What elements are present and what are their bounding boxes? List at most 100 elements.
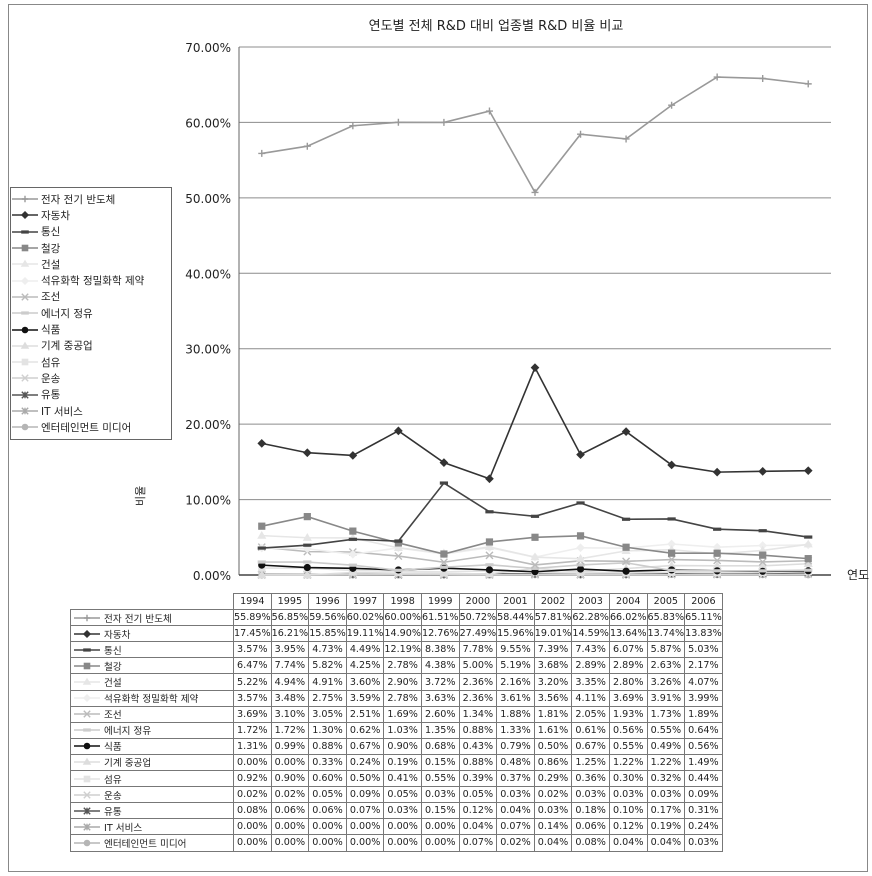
legend-label: 유통 bbox=[41, 389, 61, 402]
row-label: 기계 중공업 bbox=[70, 753, 234, 772]
table-cell: 3.72% bbox=[420, 673, 460, 691]
data-point bbox=[668, 549, 676, 557]
data-point bbox=[622, 543, 630, 551]
table-cell: 12.76% bbox=[420, 625, 460, 643]
data-point bbox=[349, 122, 357, 130]
table-cell: 60.02% bbox=[345, 609, 385, 627]
data-point bbox=[257, 530, 267, 539]
table-cell: 0.02% bbox=[496, 834, 535, 852]
table-cell: 1.88% bbox=[496, 705, 535, 723]
table-cell: 0.36% bbox=[571, 770, 610, 788]
table-cell: 65.11% bbox=[684, 609, 723, 627]
legend-label: 자동차 bbox=[41, 209, 70, 222]
table-cell: 0.50% bbox=[345, 770, 385, 788]
legend-label: 통신 bbox=[41, 226, 61, 239]
table-cell: 0.03% bbox=[496, 786, 535, 804]
legend-swatch bbox=[12, 230, 38, 234]
data-point bbox=[576, 501, 585, 505]
chart-title: 연도별 전체 R&D 대비 업종별 R&D 비율 비교 bbox=[369, 19, 624, 34]
legend-swatch bbox=[74, 648, 100, 652]
table-cell: 14.59% bbox=[571, 625, 610, 643]
table-cell: 0.56% bbox=[608, 721, 648, 739]
data-point bbox=[394, 539, 403, 543]
table-cell: 0.49% bbox=[646, 737, 686, 755]
row-label: 섬유 bbox=[70, 770, 234, 788]
table-cell: 0.00% bbox=[270, 818, 310, 836]
table-cell: 7.74% bbox=[270, 657, 310, 675]
data-point bbox=[713, 527, 722, 531]
table-cell: 0.07% bbox=[458, 834, 498, 852]
data-point bbox=[348, 563, 357, 567]
row-label: 석유화학 정밀화학 제약 bbox=[70, 689, 234, 707]
data-point bbox=[575, 554, 586, 562]
table-cell: 1.49% bbox=[684, 753, 723, 772]
data-point bbox=[302, 533, 312, 541]
data-point bbox=[803, 539, 813, 548]
table-cell: 2.90% bbox=[383, 673, 422, 691]
table-row: 조선 3.69% 3.10% 3.05% 2.51% 1.69% 2.60% 1.34% 1.8… bbox=[70, 705, 723, 723]
table-row: 건설 5.22% 4.94% 4.91% 3.60% 2.90% 3.72% 2.36% 2.1… bbox=[70, 673, 723, 691]
table-cell: 2.80% bbox=[608, 673, 648, 691]
table-cell: 3.56% bbox=[533, 689, 573, 707]
legend-swatch bbox=[74, 743, 100, 750]
row-series-name: 섬유 bbox=[104, 774, 122, 786]
table-cell: 1.61% bbox=[533, 721, 573, 739]
data-point bbox=[530, 363, 540, 372]
y-tick-label: 20.00% bbox=[185, 418, 231, 432]
legend-swatch bbox=[12, 244, 38, 252]
table-cell: 0.00% bbox=[270, 834, 310, 852]
legend-label: 조선 bbox=[41, 291, 61, 304]
x-tick-label: 2006 bbox=[684, 592, 723, 611]
table-row: 전자 전기 반도체 55.89% 56.85% 59.56% 60.02% 60.00% 6… bbox=[70, 609, 723, 627]
table-cell: 0.31% bbox=[684, 802, 723, 820]
data-point bbox=[484, 542, 495, 551]
data-point bbox=[440, 118, 448, 126]
legend-label: 섬유 bbox=[41, 356, 61, 369]
table-cell: 5.00% bbox=[458, 657, 498, 675]
row-series-name: 전자 전기 반도체 bbox=[104, 613, 172, 625]
legend-item: 에너지 정유 bbox=[11, 305, 171, 321]
table-cell: 0.90% bbox=[270, 770, 310, 788]
table-cell: 3.60% bbox=[345, 673, 385, 691]
legend-swatch bbox=[74, 629, 100, 638]
table-cell: 13.64% bbox=[608, 625, 648, 643]
data-point bbox=[667, 517, 676, 521]
table-cell: 2.05% bbox=[571, 705, 610, 723]
table-cell: 0.00% bbox=[345, 834, 385, 852]
table-cell: 0.15% bbox=[420, 802, 460, 820]
data-point bbox=[257, 439, 267, 448]
table-cell: 16.21% bbox=[270, 625, 310, 643]
legend-item: 건설 bbox=[11, 256, 171, 272]
table-cell: 0.07% bbox=[496, 818, 535, 836]
table-cell: 3.69% bbox=[608, 689, 648, 707]
table-cell: 2.78% bbox=[383, 689, 422, 707]
legend-item: 통신 bbox=[11, 224, 171, 240]
legend-item: 엔터테인먼트 미디어 bbox=[11, 419, 171, 435]
table-row: IT 서비스 0.00% 0.00% 0.00% 0.00% 0.00% 0.00% 0.04… bbox=[70, 818, 723, 836]
row-series-name: 에너지 정유 bbox=[104, 726, 152, 738]
legend-label: IT 서비스 bbox=[41, 405, 83, 418]
y-tick-label: 70.00% bbox=[185, 41, 231, 55]
legend-swatch bbox=[74, 758, 100, 766]
table-cell: 0.55% bbox=[608, 737, 648, 755]
table-cell: 5.22% bbox=[233, 673, 272, 691]
x-tick-label: 2001 bbox=[496, 592, 535, 611]
y-tick-label: 40.00% bbox=[185, 267, 231, 281]
data-point bbox=[485, 538, 494, 546]
table-cell: 19.01% bbox=[533, 625, 573, 643]
table-cell: 0.48% bbox=[496, 753, 535, 772]
table-cell: 0.03% bbox=[420, 786, 460, 804]
data-point bbox=[713, 549, 721, 557]
table-cell: 0.02% bbox=[233, 786, 272, 804]
data-point bbox=[485, 563, 494, 567]
table-row: 식품 1.31% 0.99% 0.88% 0.67% 0.90% 0.68% 0.43% 0.7… bbox=[70, 737, 723, 755]
data-point bbox=[803, 466, 813, 476]
table-cell: 3.68% bbox=[533, 657, 573, 675]
row-label: 운송 bbox=[70, 786, 234, 804]
table-cell: 3.57% bbox=[233, 689, 272, 707]
table-cell: 0.68% bbox=[420, 737, 460, 755]
data-point bbox=[302, 448, 312, 458]
table-cell: 0.08% bbox=[233, 802, 272, 820]
table-cell: 7.39% bbox=[533, 641, 573, 659]
data-point bbox=[303, 142, 311, 150]
